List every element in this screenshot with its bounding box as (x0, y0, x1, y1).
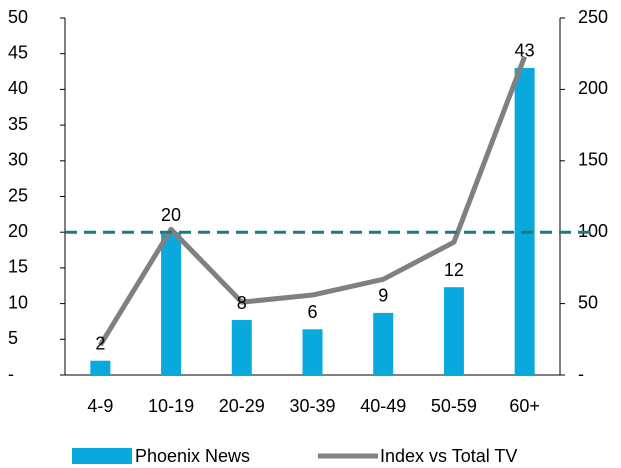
y2-tick-label: 150 (578, 150, 608, 170)
y2-tick-label: 200 (578, 78, 608, 98)
legend-label: Phoenix News (135, 446, 250, 466)
y-tick-label: 50 (8, 7, 28, 27)
y-tick-label: - (8, 364, 14, 384)
bar (161, 232, 182, 375)
y-tick-label: 15 (8, 257, 28, 277)
y-tick-label: 10 (8, 292, 28, 312)
x-tick-label: 20-29 (219, 396, 265, 416)
legend-label: Index vs Total TV (380, 446, 517, 466)
x-tick-label: 10-19 (148, 396, 194, 416)
x-tick-label: 4-9 (87, 396, 113, 416)
y2-tick-label: 250 (578, 7, 608, 27)
y-tick-label: 45 (8, 42, 28, 62)
y-tick-label: 40 (8, 78, 28, 98)
data-label: 9 (378, 286, 388, 306)
x-tick-label: 60+ (509, 396, 540, 416)
bar (514, 67, 535, 375)
y2-tick-label: - (578, 364, 584, 384)
data-label: 12 (444, 260, 464, 280)
x-tick-label: 30-39 (289, 396, 335, 416)
data-label: 8 (237, 293, 247, 313)
data-label: 43 (515, 41, 535, 61)
y-tick-label: 30 (8, 150, 28, 170)
data-label: 6 (307, 302, 317, 322)
legend-swatch (72, 448, 132, 464)
bar (373, 312, 394, 375)
data-label: 20 (161, 205, 181, 225)
bar (443, 287, 464, 375)
y-tick-label: 25 (8, 185, 28, 205)
y-tick-label: 20 (8, 221, 28, 241)
bar (231, 320, 252, 375)
y2-tick-label: 100 (578, 221, 608, 241)
y2-tick-label: 50 (578, 292, 598, 312)
data-label: 2 (95, 333, 105, 353)
x-tick-label: 50-59 (431, 396, 477, 416)
line (98, 55, 527, 347)
bar (90, 360, 111, 375)
y-tick-label: 5 (8, 328, 18, 348)
bar (302, 329, 323, 375)
y-tick-label: 35 (8, 114, 28, 134)
x-tick-label: 40-49 (360, 396, 406, 416)
